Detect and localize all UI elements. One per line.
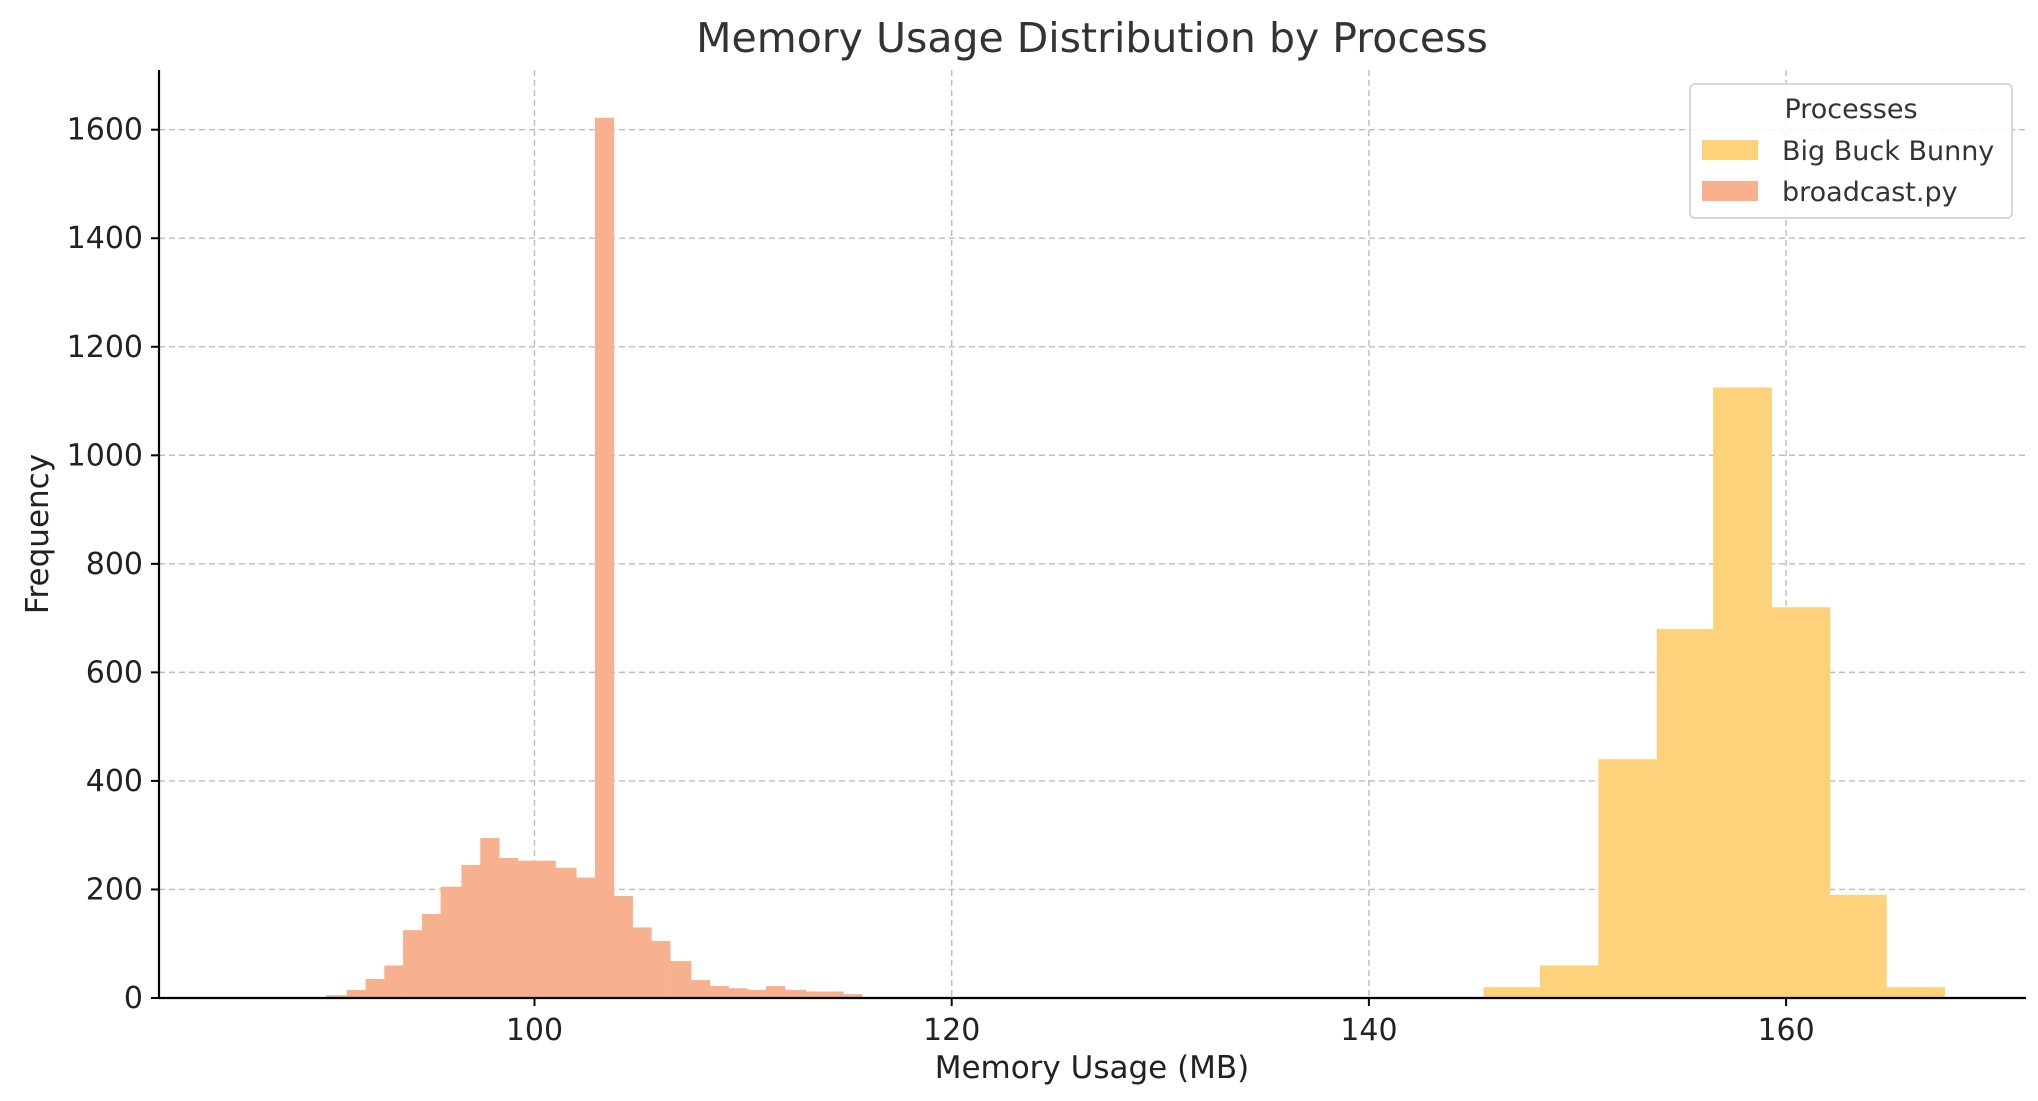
bar-broadcast-py [365, 979, 385, 998]
bar-big-buck-bunny [1713, 387, 1772, 998]
bar-broadcast-py [766, 986, 786, 998]
x-tick-label: 120 [923, 1013, 980, 1048]
bar-broadcast-py [747, 989, 767, 998]
legend: Processes Big Buck Bunny broadcast.py [1689, 83, 2013, 219]
series-broadcast-py [325, 117, 863, 999]
y-tick-label: 1000 [67, 438, 143, 473]
bar-broadcast-py [346, 989, 366, 998]
bar-broadcast-py [613, 895, 633, 998]
axis-ticks: 100 120 140 1600200400600800100012001400160… [67, 113, 1815, 1048]
chart-title: Memory Usage Distribution by Process [696, 14, 1488, 62]
x-axis-label: Memory Usage (MB) [935, 1050, 1250, 1086]
y-tick-label: 1400 [67, 221, 143, 256]
legend-label-broadcast-py: broadcast.py [1782, 177, 1958, 208]
bar-big-buck-bunny [1656, 628, 1714, 998]
x-tick-label: 160 [1757, 1013, 1814, 1048]
y-tick-label: 0 [124, 981, 143, 1016]
bar-broadcast-py [480, 837, 500, 998]
axes [157, 70, 2026, 1000]
bar-broadcast-py [517, 860, 537, 998]
legend-swatch-big-buck-bunny [1702, 140, 1758, 160]
bar-broadcast-py [709, 986, 729, 998]
legend-title: Processes [1784, 94, 1917, 125]
bar-broadcast-py [690, 980, 711, 998]
series-big-buck-bunny [1483, 387, 1946, 998]
bar-broadcast-py [594, 117, 615, 999]
bar-big-buck-bunny [1539, 965, 1599, 998]
grid-lines [159, 70, 2026, 998]
bar-broadcast-py [499, 857, 519, 998]
bar-big-buck-bunny [1829, 894, 1887, 998]
bar-broadcast-py [843, 994, 863, 998]
bar-broadcast-py [728, 988, 748, 998]
bar-broadcast-py [440, 886, 462, 998]
x-tick-label: 100 [506, 1013, 563, 1048]
histogram-bars [325, 117, 1946, 999]
bar-broadcast-py [555, 867, 577, 998]
bar-broadcast-py [576, 877, 596, 998]
bar-big-buck-bunny [1598, 759, 1658, 998]
bar-broadcast-py [325, 995, 348, 998]
y-tick-label: 200 [86, 872, 143, 907]
x-tick-label: 140 [1340, 1013, 1397, 1048]
y-tick-label: 1200 [67, 330, 143, 365]
y-tick-label: 400 [86, 764, 143, 799]
bar-big-buck-bunny [1886, 987, 1946, 998]
bar-broadcast-py [403, 930, 423, 998]
bar-broadcast-py [421, 913, 442, 998]
legend-swatch-broadcast-py [1702, 181, 1758, 201]
bar-broadcast-py [784, 989, 807, 998]
bar-broadcast-py [632, 927, 652, 998]
y-tick-label: 600 [86, 655, 143, 690]
legend-label-big-buck-bunny: Big Buck Bunny [1782, 136, 1994, 167]
bar-broadcast-py [824, 991, 844, 998]
y-tick-label: 800 [86, 547, 143, 582]
bar-broadcast-py [536, 860, 556, 998]
bar-big-buck-bunny [1483, 987, 1541, 998]
legend-box [1689, 83, 2013, 219]
y-axis-label: Frequency [20, 454, 56, 614]
bar-broadcast-py [384, 965, 404, 998]
bar-broadcast-py [805, 991, 825, 998]
bar-big-buck-bunny [1771, 607, 1831, 998]
bar-broadcast-py [670, 961, 692, 998]
bar-broadcast-py [651, 941, 671, 998]
y-tick-label: 1600 [67, 113, 143, 148]
bar-broadcast-py [461, 865, 481, 998]
